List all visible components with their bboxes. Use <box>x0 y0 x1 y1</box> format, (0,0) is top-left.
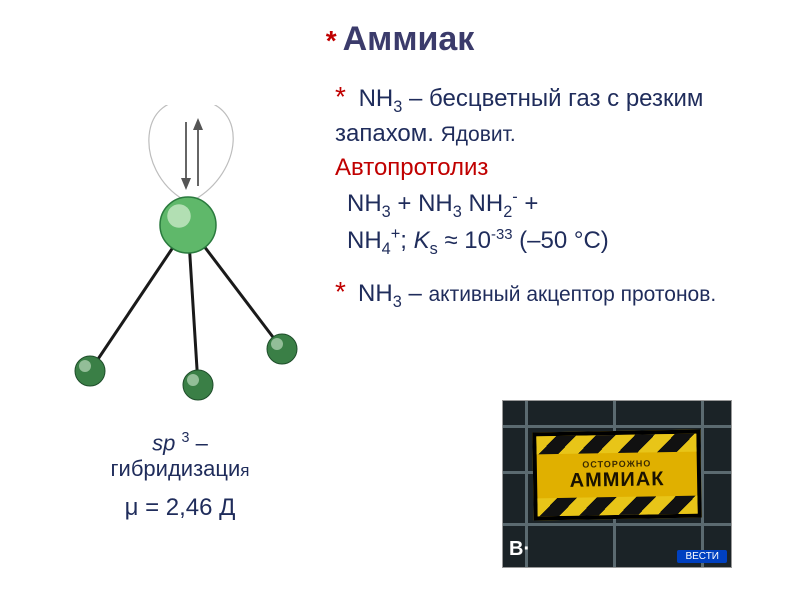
slide-title: *Аммиак <box>40 20 760 59</box>
arrow-head <box>193 118 203 130</box>
t: 2 <box>503 203 512 221</box>
t: K <box>414 227 430 254</box>
caption-block: sp 3 – гибридизация μ = 2,46 Д <box>50 430 310 522</box>
nh3-label: NH3 <box>359 85 403 112</box>
title-text: Аммиак <box>343 20 475 58</box>
hybridization-label: гибридизация <box>50 456 310 482</box>
stripe-bottom <box>537 496 697 517</box>
t: 4 <box>382 240 391 258</box>
t: 3 <box>393 98 402 116</box>
t: ; <box>400 227 413 254</box>
t: + <box>518 190 539 217</box>
corner-text: В· <box>509 538 530 561</box>
t: я <box>240 461 249 480</box>
nitrogen-highlight <box>167 204 191 228</box>
t: NH <box>359 85 394 112</box>
t: 3 <box>382 203 391 221</box>
sign-main-text: АММИАК <box>569 468 664 493</box>
t: активный акцептор протонов. <box>428 283 716 306</box>
hydrogen-atom <box>183 370 213 400</box>
desc-line: * NH3 – бесцветный газ с резким запахом.… <box>335 78 775 150</box>
t: – <box>189 430 207 455</box>
title-bullet: * <box>326 25 337 56</box>
channel-badge: ВЕСТИ <box>677 550 727 563</box>
t: NH <box>347 190 382 217</box>
stripe-top <box>536 434 696 455</box>
equation-line: NH3 + NH3 NH2- + NH4+; Ks ≈ 10-33 (–50 °… <box>347 186 775 260</box>
arrow-head <box>181 178 191 190</box>
nitrogen-atom <box>160 197 216 253</box>
sp3-label: sp 3 – <box>50 430 310 456</box>
t: NH <box>347 227 382 254</box>
t: ≈ 10 <box>438 227 491 254</box>
content-block: * NH3 – бесцветный газ с резким запахом.… <box>335 78 775 313</box>
t: 3 <box>453 203 462 221</box>
t: s <box>430 240 438 258</box>
molecule-svg <box>50 105 310 405</box>
hazard-sign: ОСТОРОЖНО АММИАК <box>532 430 702 521</box>
hydrogen-atom <box>267 334 297 364</box>
hydrogen-highlight <box>187 374 199 386</box>
t: – <box>402 280 429 307</box>
bullet-1: * <box>335 81 346 112</box>
t: Ядовит. <box>441 123 516 146</box>
hydrogen-highlight <box>79 360 91 372</box>
t: -33 <box>491 227 513 243</box>
dipole-label: μ = 2,46 Д <box>50 494 310 522</box>
acceptor-line: * NH3 – активный акцептор протонов. <box>335 272 775 314</box>
t: + NH <box>391 190 453 217</box>
t: 3 <box>393 293 402 311</box>
hydrogen-atom <box>75 356 105 386</box>
warning-image: ОСТОРОЖНО АММИАК В· ВЕСТИ <box>502 400 732 568</box>
t: гибридизаци <box>111 456 241 481</box>
t: sp <box>152 430 181 455</box>
t: NH <box>358 280 393 307</box>
sign-text: ОСТОРОЖНО АММИАК <box>537 454 698 497</box>
t: + <box>391 225 401 243</box>
t: NH <box>462 190 503 217</box>
lone-pair-curve <box>149 105 233 200</box>
autoprotolysis-label: Автопротолиз <box>335 154 775 182</box>
bullet-2: * <box>335 276 346 307</box>
hydrogen-highlight <box>271 338 283 350</box>
molecule-diagram <box>50 105 310 405</box>
t: (–50 °C) <box>513 227 609 254</box>
